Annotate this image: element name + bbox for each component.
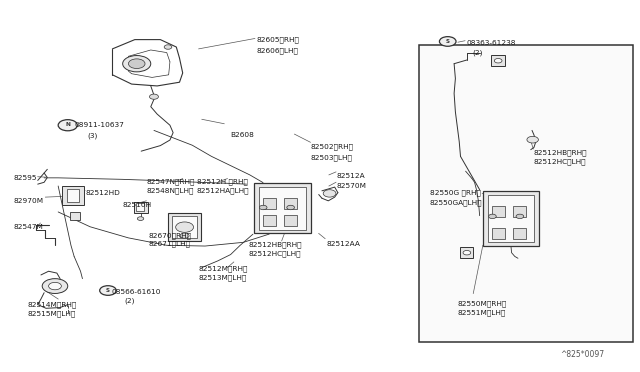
Circle shape xyxy=(49,282,61,290)
Bar xyxy=(419,45,633,341)
Text: 82550G 〈RH〉: 82550G 〈RH〉 xyxy=(430,190,481,196)
Bar xyxy=(513,228,526,239)
Circle shape xyxy=(123,55,151,72)
Text: 08566-61610: 08566-61610 xyxy=(111,289,161,295)
Text: 82671〈LH〉: 82671〈LH〉 xyxy=(149,241,191,247)
Text: 82512HC〈LH〉: 82512HC〈LH〉 xyxy=(534,158,586,165)
Text: ^825*0097: ^825*0097 xyxy=(560,350,604,359)
Bar xyxy=(253,183,311,234)
Text: 82503〈LH〉: 82503〈LH〉 xyxy=(310,154,352,161)
Text: N: N xyxy=(65,122,70,127)
Circle shape xyxy=(516,214,524,219)
Bar xyxy=(136,203,145,211)
Bar xyxy=(67,189,79,202)
Text: 82548N〈LH〉: 82548N〈LH〉 xyxy=(147,187,194,194)
Circle shape xyxy=(164,45,172,49)
Text: 82512A: 82512A xyxy=(337,173,365,179)
Text: 08911-10637: 08911-10637 xyxy=(74,122,124,128)
Circle shape xyxy=(100,286,116,295)
Text: 82512HD: 82512HD xyxy=(86,190,120,196)
Circle shape xyxy=(138,217,144,221)
Circle shape xyxy=(488,214,496,219)
Bar xyxy=(168,213,201,241)
Circle shape xyxy=(180,233,189,238)
Text: 82970M: 82970M xyxy=(13,198,44,204)
Bar xyxy=(263,215,276,226)
Text: 82512M〈RH〉: 82512M〈RH〉 xyxy=(198,266,248,272)
Bar xyxy=(492,228,505,239)
Text: 82550M〈RH〉: 82550M〈RH〉 xyxy=(458,301,506,308)
Text: 08363-61238: 08363-61238 xyxy=(467,39,516,46)
Text: 82502〈RH〉: 82502〈RH〉 xyxy=(310,143,353,150)
Text: (2): (2) xyxy=(124,298,134,304)
Text: 82550GA〈LH〉: 82550GA〈LH〉 xyxy=(430,199,483,206)
Bar xyxy=(263,198,276,209)
Text: 82512H 〈RH〉: 82512H 〈RH〉 xyxy=(196,179,248,185)
Text: 82606〈LH〉: 82606〈LH〉 xyxy=(256,47,298,54)
Circle shape xyxy=(259,205,267,210)
Text: (3): (3) xyxy=(87,132,97,139)
Bar xyxy=(284,215,297,226)
Text: 82670〈RH〉: 82670〈RH〉 xyxy=(149,232,192,238)
Bar xyxy=(492,206,505,217)
Bar xyxy=(284,198,297,209)
Circle shape xyxy=(58,120,77,131)
Text: 82595: 82595 xyxy=(13,175,37,181)
Text: S: S xyxy=(445,39,450,44)
Bar xyxy=(70,212,80,220)
Text: B2608: B2608 xyxy=(230,132,255,138)
Bar xyxy=(483,191,539,246)
Text: 82512HC〈LH〉: 82512HC〈LH〉 xyxy=(248,250,301,257)
Text: 82515M〈LH〉: 82515M〈LH〉 xyxy=(28,311,76,317)
Circle shape xyxy=(527,137,538,143)
Bar xyxy=(488,195,534,242)
Circle shape xyxy=(129,59,145,68)
Bar xyxy=(513,206,526,217)
Circle shape xyxy=(440,37,456,46)
Text: 82547N〈RH〉: 82547N〈RH〉 xyxy=(147,179,195,185)
Text: 82547M: 82547M xyxy=(13,224,44,230)
Text: 82551M〈LH〉: 82551M〈LH〉 xyxy=(458,310,506,317)
Bar xyxy=(491,55,505,66)
Circle shape xyxy=(463,250,470,255)
Text: 82514M〈RH〉: 82514M〈RH〉 xyxy=(28,302,77,308)
Text: S: S xyxy=(106,288,110,293)
Bar xyxy=(62,186,84,205)
Text: (2): (2) xyxy=(472,49,483,56)
Text: 82510H: 82510H xyxy=(122,202,151,208)
Circle shape xyxy=(323,190,336,197)
Circle shape xyxy=(175,222,193,232)
Bar xyxy=(173,217,196,238)
Text: 82512HB〈RH〉: 82512HB〈RH〉 xyxy=(534,149,588,155)
Text: 82513M〈LH〉: 82513M〈LH〉 xyxy=(198,275,247,281)
Text: 82512HA〈LH〉: 82512HA〈LH〉 xyxy=(196,187,249,194)
Bar xyxy=(461,247,473,258)
Bar xyxy=(134,202,148,213)
Text: 82512HB〈RH〉: 82512HB〈RH〉 xyxy=(248,241,302,248)
Circle shape xyxy=(42,279,68,294)
Circle shape xyxy=(494,58,502,63)
Circle shape xyxy=(150,94,159,99)
Text: 82570M: 82570M xyxy=(337,183,367,189)
Text: 82605〈RH〉: 82605〈RH〉 xyxy=(256,36,299,42)
Circle shape xyxy=(287,205,294,210)
Bar xyxy=(259,187,306,230)
Text: 82512AA: 82512AA xyxy=(326,241,360,247)
